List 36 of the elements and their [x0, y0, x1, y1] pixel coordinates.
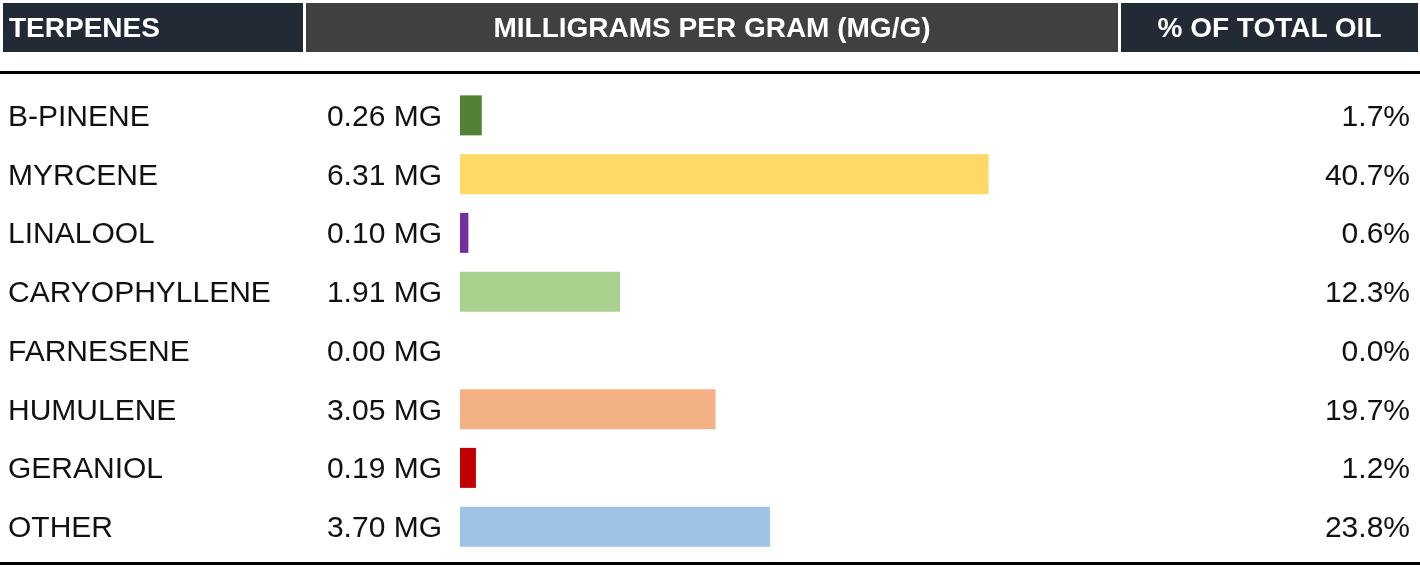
y-tick-label: OTHER: [8, 510, 113, 544]
data-label: 0.19 MG: [326, 451, 442, 485]
text: 0.6%: [1341, 216, 1410, 250]
data-label: 0.00 MG: [326, 333, 442, 367]
data-label: 0.26 MG: [326, 98, 442, 132]
data-label: 6.31 MG: [326, 157, 442, 191]
y-tick-label: HUMULENE: [8, 392, 177, 426]
bar: [460, 506, 770, 547]
header-cell: % OF TOTAL OIL: [1121, 3, 1418, 52]
y-tick-label: B-PINENE: [8, 98, 150, 132]
bar: [460, 389, 716, 430]
text: 12.3%: [1324, 275, 1410, 309]
y-tick-label: LINALOOL: [8, 216, 155, 250]
x-axis-title: MILLIGRAMS PER GRAM (MG/G): [493, 11, 931, 44]
y-tick-label: CARYOPHYLLENE: [8, 275, 271, 309]
text: 19.7%: [1324, 392, 1410, 426]
bar: [460, 154, 989, 195]
bar: [460, 95, 482, 136]
bar: [460, 447, 476, 488]
y-tick-label: GERANIOL: [8, 451, 164, 485]
data-label: 3.05 MG: [326, 392, 442, 426]
data-label: 1.91 MG: [326, 275, 442, 309]
bar: [460, 212, 469, 253]
y-tick-label: MYRCENE: [8, 157, 159, 191]
y-tick-label: FARNESENE: [8, 333, 190, 367]
header-cell: MILLIGRAMS PER GRAM (MG/G): [306, 3, 1118, 52]
data-label: 3.70 MG: [326, 510, 442, 544]
text: 23.8%: [1324, 510, 1410, 544]
bar: [460, 271, 620, 312]
text: 40.7%: [1324, 157, 1410, 191]
header-cell: TERPENES: [3, 3, 303, 52]
y-axis-title: TERPENES: [9, 11, 160, 44]
text: 1.7%: [1341, 98, 1410, 132]
text: 1.2%: [1341, 451, 1410, 485]
data-label: 0.10 MG: [326, 216, 442, 250]
text: 0.0%: [1341, 333, 1410, 367]
